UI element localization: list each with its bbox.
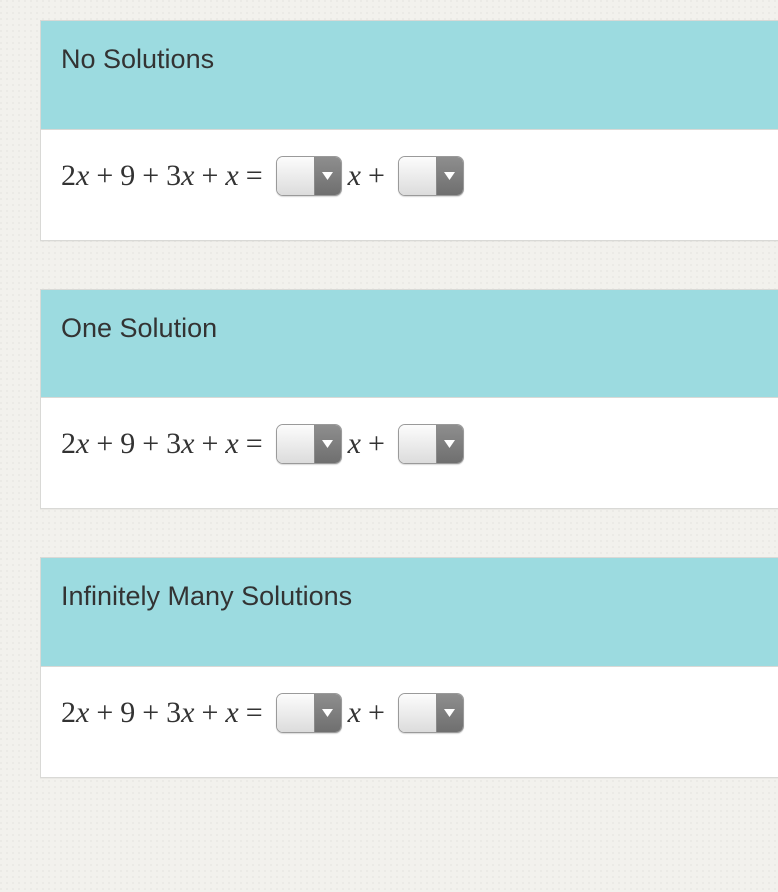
equation-lhs: 2x+9+3x+x=	[61, 159, 270, 193]
card-body: 2x+9+3x+x= x+	[41, 130, 778, 240]
dropdown-value	[399, 694, 437, 732]
constant-dropdown[interactable]	[398, 693, 464, 733]
dropdown-value	[399, 425, 437, 463]
card-header: Infinitely Many Solutions	[41, 558, 778, 667]
card-one-solution: One Solution 2x+9+3x+x= x+	[40, 289, 778, 510]
coefficient-dropdown[interactable]	[276, 693, 342, 733]
constant-dropdown[interactable]	[398, 156, 464, 196]
card-infinitely-many-solutions: Infinitely Many Solutions 2x+9+3x+x= x+	[40, 557, 778, 778]
chevron-down-icon	[437, 425, 463, 463]
coefficient-dropdown[interactable]	[276, 424, 342, 464]
card-body: 2x+9+3x+x= x+	[41, 667, 778, 777]
equation-mid: x+	[348, 159, 392, 193]
equation-mid: x+	[348, 427, 392, 461]
chevron-down-icon	[437, 694, 463, 732]
chevron-down-icon	[315, 694, 341, 732]
dropdown-value	[277, 157, 315, 195]
card-no-solutions: No Solutions 2x+9+3x+x= x+	[40, 20, 778, 241]
card-header: No Solutions	[41, 21, 778, 130]
equation-lhs: 2x+9+3x+x=	[61, 427, 270, 461]
equation-mid: x+	[348, 696, 392, 730]
chevron-down-icon	[437, 157, 463, 195]
dropdown-value	[277, 694, 315, 732]
card-title: One Solution	[61, 313, 217, 343]
card-body: 2x+9+3x+x= x+	[41, 398, 778, 508]
constant-dropdown[interactable]	[398, 424, 464, 464]
chevron-down-icon	[315, 157, 341, 195]
chevron-down-icon	[315, 425, 341, 463]
dropdown-value	[399, 157, 437, 195]
card-header: One Solution	[41, 290, 778, 399]
card-title: No Solutions	[61, 44, 214, 74]
card-title: Infinitely Many Solutions	[61, 581, 352, 611]
coefficient-dropdown[interactable]	[276, 156, 342, 196]
dropdown-value	[277, 425, 315, 463]
equation-lhs: 2x+9+3x+x=	[61, 696, 270, 730]
